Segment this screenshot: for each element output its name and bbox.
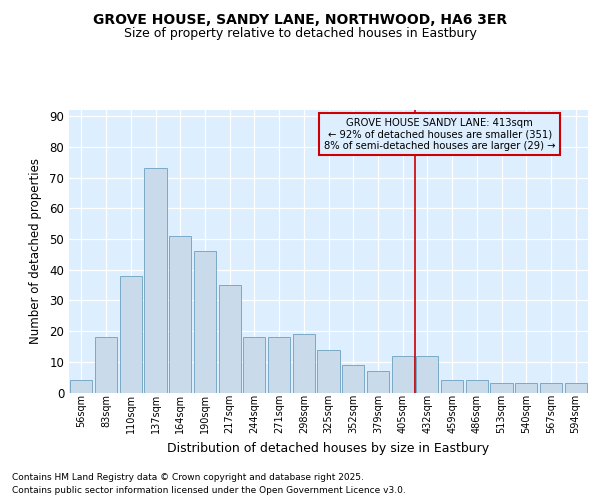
Bar bbox=[565, 384, 587, 392]
Bar bbox=[441, 380, 463, 392]
Bar bbox=[317, 350, 340, 393]
Bar bbox=[70, 380, 92, 392]
Text: GROVE HOUSE SANDY LANE: 413sqm
← 92% of detached houses are smaller (351)
8% of : GROVE HOUSE SANDY LANE: 413sqm ← 92% of … bbox=[324, 118, 556, 151]
Bar bbox=[293, 334, 315, 392]
Bar bbox=[95, 337, 117, 392]
Bar bbox=[145, 168, 167, 392]
Bar bbox=[342, 365, 364, 392]
Y-axis label: Number of detached properties: Number of detached properties bbox=[29, 158, 43, 344]
Text: Contains HM Land Registry data © Crown copyright and database right 2025.: Contains HM Land Registry data © Crown c… bbox=[12, 472, 364, 482]
Bar bbox=[392, 356, 414, 393]
Bar bbox=[169, 236, 191, 392]
Bar bbox=[490, 384, 512, 392]
Text: Size of property relative to detached houses in Eastbury: Size of property relative to detached ho… bbox=[124, 28, 476, 40]
Bar bbox=[218, 285, 241, 393]
Bar bbox=[466, 380, 488, 392]
Bar bbox=[540, 384, 562, 392]
Bar bbox=[119, 276, 142, 392]
Text: Contains public sector information licensed under the Open Government Licence v3: Contains public sector information licen… bbox=[12, 486, 406, 495]
X-axis label: Distribution of detached houses by size in Eastbury: Distribution of detached houses by size … bbox=[167, 442, 490, 454]
Bar bbox=[268, 337, 290, 392]
Bar bbox=[515, 384, 538, 392]
Bar bbox=[194, 252, 216, 392]
Bar bbox=[367, 371, 389, 392]
Text: GROVE HOUSE, SANDY LANE, NORTHWOOD, HA6 3ER: GROVE HOUSE, SANDY LANE, NORTHWOOD, HA6 … bbox=[93, 12, 507, 26]
Bar bbox=[243, 337, 265, 392]
Bar bbox=[416, 356, 439, 393]
